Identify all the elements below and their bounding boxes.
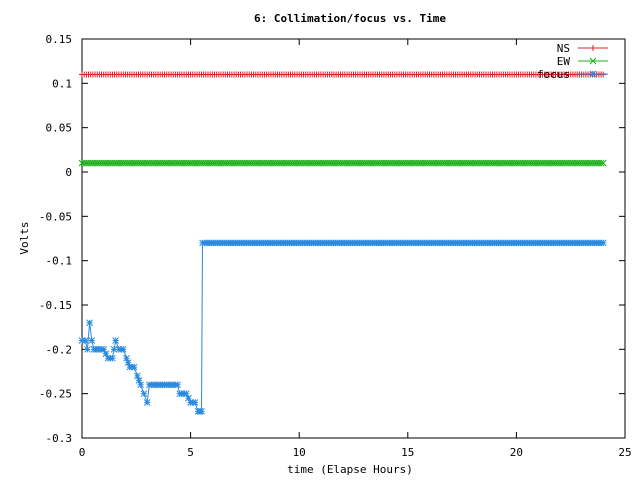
y-tick-label: -0.25 (39, 388, 72, 401)
legend-swatch-marker (590, 45, 596, 51)
data-point (119, 345, 127, 353)
y-tick-label: -0.15 (39, 299, 72, 312)
data-point (112, 337, 120, 344)
data-point (130, 363, 138, 371)
y-tick-label: 0.1 (52, 77, 72, 90)
data-point (182, 390, 190, 398)
data-point (191, 399, 199, 406)
x-tick-label: 25 (618, 446, 631, 459)
data-point (86, 319, 93, 327)
series-NS (79, 71, 607, 78)
legend-label: focus (537, 68, 570, 81)
x-tick-label: 0 (79, 446, 86, 459)
legend-label: EW (557, 55, 571, 68)
y-tick-label: 0 (65, 166, 72, 179)
y-tick-label: -0.1 (46, 255, 73, 268)
x-tick-label: 5 (187, 446, 194, 459)
series-focus (78, 239, 607, 415)
data-point (599, 159, 607, 167)
x-tick-label: 20 (510, 446, 523, 459)
y-tick-label: -0.3 (46, 432, 73, 445)
plot-area-border (81, 38, 626, 439)
data-point (88, 337, 96, 344)
x-axis-label: time (Elapse Hours) (287, 463, 413, 476)
series-EW (78, 159, 607, 167)
legend-swatch-marker (589, 70, 597, 78)
data-point (100, 345, 108, 353)
data-point (137, 381, 144, 389)
data-point (81, 337, 89, 344)
data-point (134, 372, 141, 380)
data-point (84, 345, 91, 353)
y-tick-label: -0.2 (46, 343, 73, 356)
legend-label: NS (557, 42, 570, 55)
data-point (140, 390, 148, 398)
y-axis-label: Volts (18, 221, 31, 254)
data-point (597, 159, 605, 167)
data-point (135, 377, 143, 384)
data-point (78, 337, 86, 344)
data-point (174, 381, 181, 389)
data-point (198, 408, 205, 415)
data-point (599, 239, 607, 247)
y-tick-label: -0.05 (39, 210, 72, 223)
y-tick-label: 0.05 (46, 122, 73, 135)
series-layer (78, 71, 607, 415)
chart-title: 6: Collimation/focus vs. Time (254, 12, 446, 25)
x-tick-label: 15 (401, 446, 414, 459)
x-axis: 0 5 10 15 20 25 (79, 39, 632, 459)
data-point (102, 350, 110, 358)
data-point (109, 354, 116, 362)
data-point (123, 354, 130, 362)
y-axis: 0.15 0.1 0.05 0 -0.05 -0.1 -0.15 -0.2 -0.25 -0.3 (39, 33, 625, 445)
data-point (110, 345, 118, 353)
y-tick-label: 0.15 (46, 33, 73, 46)
data-point (185, 394, 192, 402)
data-point (124, 359, 132, 366)
data-point (143, 399, 151, 406)
legend-swatch-marker (589, 57, 597, 65)
x-tick-label: 10 (293, 446, 306, 459)
